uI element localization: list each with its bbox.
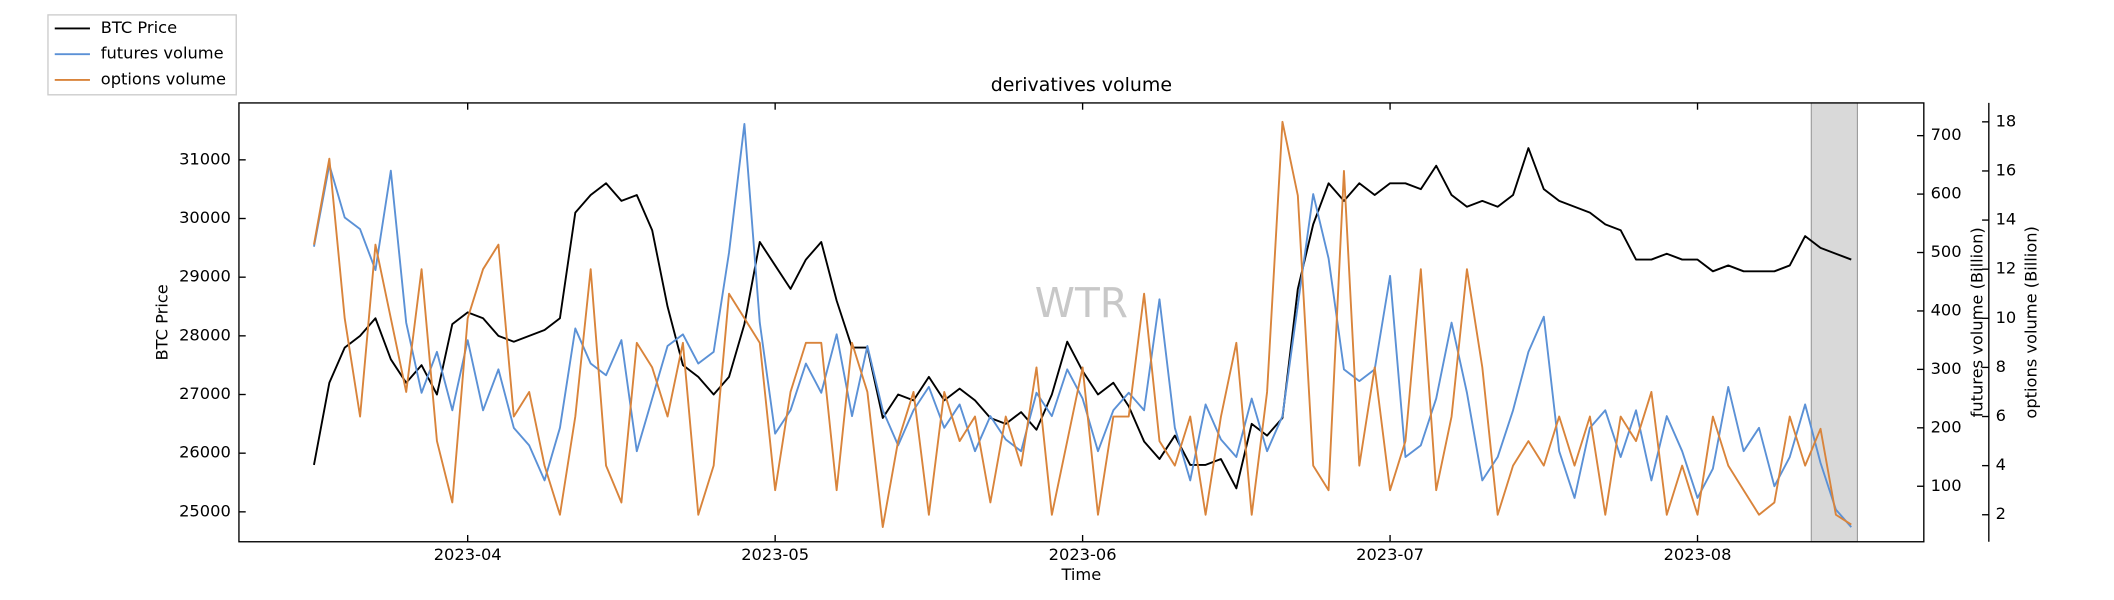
y3-tick-label: 10 xyxy=(1996,308,2017,327)
y2-tick-label: 400 xyxy=(1931,300,1962,319)
y-axis-label: BTC Price xyxy=(153,284,172,360)
y2-tick-label: 100 xyxy=(1931,476,1962,495)
y-tick-label: 27000 xyxy=(179,384,231,403)
y-tick-label: 26000 xyxy=(179,443,231,462)
watermark: WTR xyxy=(1035,279,1128,327)
x-tick-label: 2023-06 xyxy=(1049,545,1117,564)
x-tick-label: 2023-04 xyxy=(434,545,502,564)
chart-title: derivatives volume xyxy=(991,74,1172,96)
y2-tick-label: 500 xyxy=(1931,242,1962,261)
series-line xyxy=(313,120,1852,528)
y-tick-label: 25000 xyxy=(179,501,231,520)
plot-frame xyxy=(238,102,1925,543)
y3-tick-label: 2 xyxy=(1996,504,2006,523)
y3-tick-label: 4 xyxy=(1996,455,2006,474)
y3-tick-label: 12 xyxy=(1996,259,2017,278)
y2-tick-label: 300 xyxy=(1931,359,1962,378)
y3-tick-label: 14 xyxy=(1996,210,2017,229)
y2-tick-label: 700 xyxy=(1931,125,1962,144)
y2-tick-label: 200 xyxy=(1931,417,1962,436)
y3-tick-label: 18 xyxy=(1996,111,2017,130)
y-tick-label: 30000 xyxy=(179,208,231,227)
y2-tick-label: 600 xyxy=(1931,184,1962,203)
y-tick-label: 31000 xyxy=(179,149,231,168)
shaded-span xyxy=(1810,102,1858,543)
legend-label: futures volume xyxy=(101,44,224,63)
y2-axis-label: futures volume (Billion) xyxy=(1967,227,1986,417)
y-tick-label: 29000 xyxy=(179,267,231,286)
y3-tick-label: 6 xyxy=(1996,406,2006,425)
y3-axis-label: options volume (Billion) xyxy=(2022,226,2041,419)
x-tick-label: 2023-07 xyxy=(1356,545,1424,564)
x-axis-label: Time xyxy=(1060,565,1101,584)
x-tick-label: 2023-08 xyxy=(1664,545,1732,564)
y3-tick-label: 16 xyxy=(1996,160,2017,179)
y-tick-label: 28000 xyxy=(179,325,231,344)
legend-label: BTC Price xyxy=(101,18,177,37)
y3-tick-label: 8 xyxy=(1996,357,2006,376)
series-line xyxy=(313,123,1852,528)
x-tick-label: 2023-05 xyxy=(741,545,809,564)
legend-label: options volume xyxy=(101,69,226,88)
